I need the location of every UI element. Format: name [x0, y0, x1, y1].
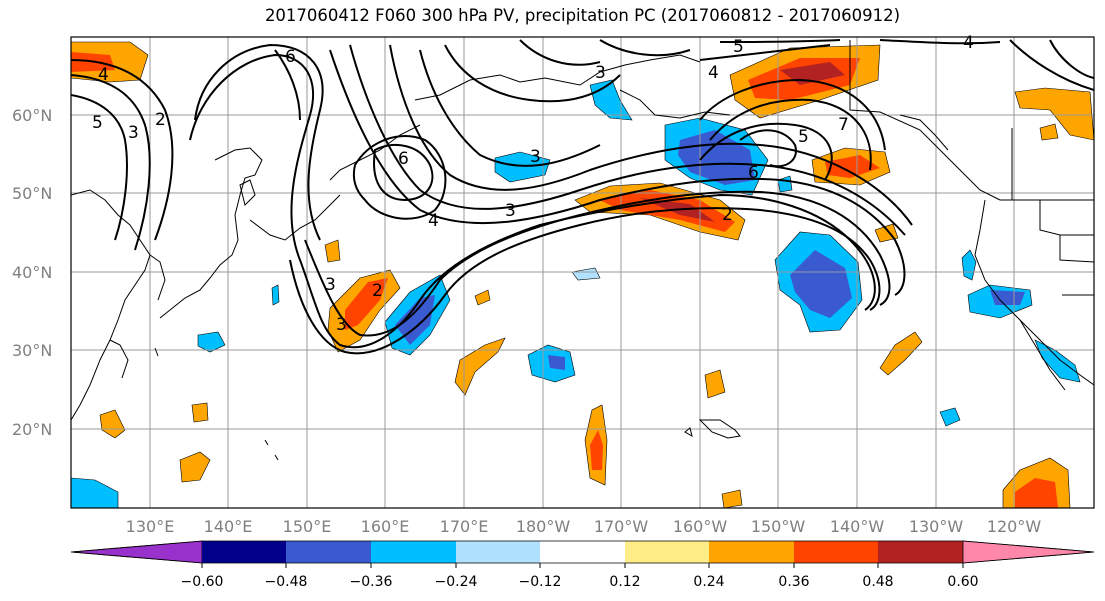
colorbar-segment — [625, 541, 709, 563]
precip-negative-area — [571, 267, 601, 281]
coastlines — [71, 40, 1094, 461]
precip-negative-area — [71, 477, 119, 508]
contour-label: 6 — [398, 149, 409, 169]
longitude-label: 140°E — [204, 517, 253, 536]
precip-positive-area — [1014, 87, 1094, 141]
longitude-label: 150°E — [283, 517, 332, 536]
contour-label: 4 — [428, 211, 439, 231]
precip-negative-core — [395, 295, 435, 345]
precip-negative-area — [271, 284, 280, 306]
contour-label: 5 — [92, 113, 103, 133]
precip-negative-core — [548, 355, 565, 370]
latitude-label: 50°N — [12, 184, 52, 203]
colorbar-tick-label: −0.60 — [181, 574, 224, 590]
contour-label: 5 — [733, 37, 744, 57]
contour-labels: 4 5 3 2 6 3 4 3 3 2 3 5 4 7 6 5 6 3 2 4 — [92, 33, 974, 335]
colorbar-segment — [371, 541, 456, 563]
colorbar-segment — [286, 541, 371, 563]
precip-positive-area — [99, 409, 126, 439]
precip-positive-area — [191, 402, 209, 423]
contour-label: 3 — [595, 63, 606, 83]
colorbar-segment — [456, 541, 540, 563]
colorbar-segment — [202, 541, 286, 563]
precip-negative-area — [961, 249, 977, 281]
precip-positive-core — [1015, 478, 1058, 508]
longitude-label: 170°W — [594, 517, 649, 536]
longitude-label: 180°W — [516, 517, 571, 536]
longitude-label: 150°W — [751, 517, 806, 536]
latitude-labels: 60°N 50°N 40°N 30°N 20°N — [12, 106, 52, 439]
longitude-label: 130°E — [126, 517, 175, 536]
longitude-label: 140°W — [830, 517, 885, 536]
precip-positive-core — [825, 155, 880, 178]
precip-positive-area — [1039, 123, 1059, 141]
longitude-label: 160°E — [361, 517, 410, 536]
longitude-label: 170°E — [440, 517, 489, 536]
colorbar-segment — [709, 541, 794, 563]
precipitation-fill-layer — [71, 41, 1094, 508]
precip-negative-area — [589, 79, 633, 121]
contour-label: 6 — [748, 163, 759, 183]
latitude-label: 20°N — [12, 420, 52, 439]
colorbar-extend-max — [962, 540, 1095, 564]
precip-positive-area — [474, 289, 491, 306]
colorbar-tick-label: −0.12 — [519, 574, 562, 590]
map-title: 2017060412 F060 300 hPa PV, precipitatio… — [264, 6, 901, 25]
precip-positive-area — [454, 337, 506, 396]
longitude-labels: 130°E 140°E 150°E 160°E 170°E 180°W 170°… — [126, 517, 1042, 536]
latitude-label: 60°N — [12, 106, 52, 125]
longitude-label: 130°W — [909, 517, 964, 536]
precip-positive-area — [704, 369, 726, 399]
pv-contours — [71, 39, 1094, 355]
contour-label: 3 — [325, 275, 336, 295]
latitude-label: 30°N — [12, 341, 52, 360]
precip-positive-core — [590, 430, 603, 470]
longitude-label: 120°W — [987, 517, 1042, 536]
contour-label: 3 — [336, 315, 347, 335]
colorbar: −0.60 −0.48 −0.36 −0.24 −0.12 0.12 0.24 … — [70, 540, 1095, 590]
contour-label: 4 — [98, 65, 109, 85]
precip-negative-area — [1034, 339, 1081, 383]
colorbar-tick-label: −0.48 — [265, 574, 308, 590]
precip-negative-area — [197, 331, 226, 353]
precip-negative-core — [990, 290, 1025, 305]
map-frame — [70, 36, 1095, 509]
colorbar-tick-label: −0.36 — [350, 574, 393, 590]
precip-positive-area — [879, 331, 923, 376]
latitude-label: 40°N — [12, 263, 52, 282]
precip-positive-area — [179, 451, 211, 483]
contour-label: 3 — [530, 147, 541, 167]
precip-positive-area — [324, 239, 341, 263]
colorbar-tick-label: 0.60 — [947, 574, 978, 590]
precip-positive-core — [345, 278, 388, 330]
precip-negative-area — [777, 175, 793, 193]
colorbar-tick-label: 0.12 — [609, 574, 640, 590]
precip-negative-area — [494, 151, 551, 183]
colorbar-tick-label: 0.24 — [693, 574, 724, 590]
longitude-label: 160°W — [673, 517, 728, 536]
colorbar-tick-label: −0.24 — [435, 574, 478, 590]
precip-negative-area — [939, 407, 961, 427]
colorbar-tick-label: 0.36 — [778, 574, 809, 590]
contour-label: 6 — [285, 47, 296, 67]
precip-positive-area — [721, 489, 743, 508]
contour-label: 2 — [722, 205, 733, 225]
contour-label: 7 — [838, 115, 849, 135]
contour-label: 2 — [372, 281, 383, 301]
colorbar-segment — [540, 541, 625, 563]
colorbar-extend-min — [70, 540, 203, 564]
contour-label: 2 — [155, 110, 166, 130]
colorbar-segment — [794, 541, 878, 563]
precip-negative-core — [790, 250, 852, 318]
contour-label: 5 — [798, 127, 809, 147]
contour-label: 4 — [963, 33, 974, 53]
contour-label: 4 — [708, 63, 719, 83]
contour-label: 3 — [505, 201, 516, 221]
colorbar-segment — [878, 541, 963, 563]
graticule — [71, 37, 1094, 508]
contour-label: 3 — [128, 123, 139, 143]
colorbar-tick-label: 0.48 — [862, 574, 893, 590]
